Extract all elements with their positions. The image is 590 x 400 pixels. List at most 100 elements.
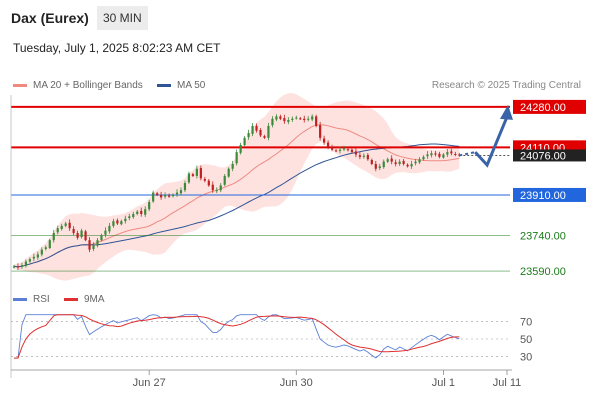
candle-body [243, 137, 246, 145]
candle-body [191, 174, 195, 176]
forecast-layer [459, 104, 513, 168]
candle-body [386, 159, 389, 162]
candle-body [76, 233, 79, 238]
candle-body [179, 190, 183, 194]
candle-body [211, 184, 214, 191]
legend-rsi-label: RSI [33, 294, 50, 305]
candle-body [16, 266, 20, 268]
rsi-ma-line [14, 314, 460, 359]
candle-body [283, 118, 286, 122]
candle-body [128, 216, 131, 219]
legend-ma20-label: MA 20 + Bollinger Bands [33, 80, 143, 91]
candle-body [323, 138, 326, 143]
candle-body [52, 233, 55, 241]
candle-body [64, 223, 67, 226]
timeframe-badge[interactable]: 30 MIN [97, 6, 148, 30]
candle-body [72, 228, 75, 234]
candle-body [247, 133, 250, 138]
candle-body [334, 150, 338, 152]
candle-body [136, 211, 139, 214]
candle-body [406, 164, 409, 167]
candle-body [167, 195, 171, 197]
candle-body [255, 125, 258, 131]
candle-body [36, 254, 39, 258]
candle-body [68, 222, 71, 229]
candle-body [251, 125, 254, 134]
candle-body [326, 142, 330, 148]
candle-body [40, 249, 43, 255]
candle-body [203, 179, 206, 181]
candle-body [299, 118, 302, 120]
candle-body [100, 235, 103, 241]
rsi-ma-swatch [64, 297, 78, 301]
forecast-arrow [474, 116, 509, 168]
candle-body [207, 180, 210, 186]
candle-body [20, 265, 24, 267]
candle-body [171, 194, 175, 197]
candle-body [160, 194, 163, 198]
legend-ma50: MA 50 [157, 80, 205, 91]
rsi-line [14, 314, 460, 359]
level-label-4: 23590.00 [520, 266, 566, 278]
candle-body [422, 156, 425, 160]
candle-body [44, 247, 47, 249]
x-tick-label-1: Jun 30 [280, 377, 313, 389]
candle-body [231, 164, 234, 169]
candle-body [156, 193, 159, 195]
candle-body [132, 213, 135, 218]
level-tag-2 [513, 187, 586, 202]
current-price-label: 24076.00 [520, 150, 566, 162]
ma50-swatch [157, 83, 171, 87]
level-label-0: 24280.00 [520, 102, 566, 114]
candle-body [303, 118, 306, 120]
candle-body [124, 218, 127, 222]
candle-body [88, 240, 91, 250]
candle-body [144, 209, 147, 215]
candle-body [183, 183, 187, 191]
candle-body [402, 160, 405, 165]
candle-body [28, 259, 32, 262]
legend-rsi: RSI [13, 294, 50, 305]
candle-body [235, 152, 238, 164]
candle-body [120, 221, 123, 225]
candle-body [454, 154, 457, 156]
rsi-tick-label-0: 70 [520, 317, 532, 329]
rsi-tick-label-1: 50 [520, 334, 532, 346]
candle-body [108, 225, 111, 232]
candle-body [227, 168, 230, 177]
level-label-3: 23740.00 [520, 230, 566, 242]
candle-body [450, 151, 453, 154]
candle-body [311, 116, 314, 120]
candle-body [271, 118, 274, 126]
legend-ma20: MA 20 + Bollinger Bands [13, 80, 143, 91]
candle-body [446, 152, 449, 155]
candle-body [12, 266, 16, 268]
research-credit: Research © 2025 Trading Central [431, 80, 581, 91]
bollinger-band-layer [14, 93, 460, 281]
candle-body [263, 136, 266, 138]
rsi-tick-label-2: 30 [520, 351, 532, 363]
candle-body [378, 166, 381, 169]
axis-layer: Jun 27 Jun 30 Jul 1 Jul 11 [10, 95, 521, 389]
candle-body [434, 153, 437, 155]
candle-body [32, 256, 35, 259]
candle-body [362, 155, 365, 157]
candle-body [426, 154, 429, 157]
levels-layer: 24280.0024110.0023910.0023740.0023590.00… [11, 99, 586, 278]
instrument-title: Dax (Eurex) [11, 10, 89, 26]
candle-body [152, 192, 155, 202]
candle-body [140, 210, 143, 214]
candle-body [92, 244, 95, 249]
candle-body [366, 154, 369, 160]
candle-body [219, 185, 222, 191]
candle-body [163, 194, 167, 197]
x-tick-label-2: Jul 1 [432, 377, 455, 389]
candle-body [187, 173, 191, 183]
legend-9ma-label: 9MA [84, 294, 105, 305]
candle-body [175, 192, 179, 195]
candle-body [438, 153, 441, 157]
candle-body [112, 221, 115, 226]
candle-body [259, 129, 262, 136]
datetime-label: Tuesday, July 1, 2025 8:02:23 AM CET [13, 41, 221, 55]
